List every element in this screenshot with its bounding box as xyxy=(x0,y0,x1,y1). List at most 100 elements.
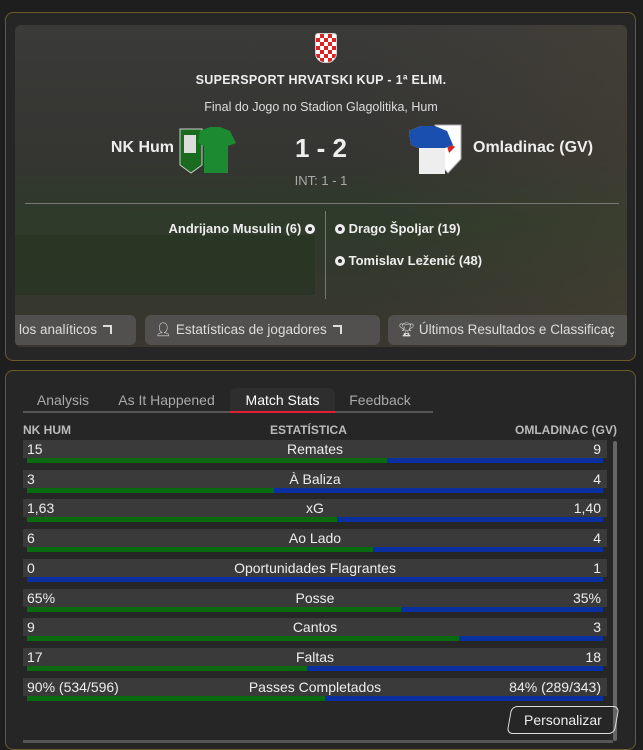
away-value: 1,40 xyxy=(573,500,601,517)
home-team-name[interactable]: NK Hum xyxy=(110,139,174,156)
player-stats-button[interactable]: 👤︎ Estatísticas de jogadores xyxy=(145,315,380,345)
divider xyxy=(325,211,326,299)
scrollbar[interactable] xyxy=(613,441,617,741)
stat-label-bar: 1,63 xG 1,40 xyxy=(23,499,607,518)
stat-label-bar: 17 Faltas 18 xyxy=(23,647,607,666)
away-value: 3 xyxy=(593,619,601,636)
away-scorer: Drago Špoljar (19) xyxy=(335,221,461,236)
stat-name: Oportunidades Flagrantes xyxy=(234,559,396,576)
comparison-bar xyxy=(27,487,603,493)
away-value: 1 xyxy=(593,559,601,576)
away-value: 4 xyxy=(593,530,601,547)
stat-name: À Baliza xyxy=(289,470,341,487)
final-score: 1 - 2 xyxy=(294,133,348,163)
stat-name: Passes Completados xyxy=(248,678,382,695)
results-standings-button[interactable]: 🏆︎ Últimos Resultados e Classificaç xyxy=(388,315,627,345)
away-kit-icon xyxy=(409,124,462,174)
stat-row: 17 Faltas 18 xyxy=(23,647,607,673)
stat-label-bar: 90% (534/596) Passes Completados 84% (289/… xyxy=(23,677,607,696)
person-icon: 👤︎ xyxy=(155,322,176,337)
tab-analysis[interactable]: Analysis xyxy=(36,392,90,408)
federation-crest-icon xyxy=(315,33,337,63)
competition-title: SUPERSPORT HRVATSKI KUP - 1ª ELIM. xyxy=(195,73,447,87)
stat-row: 3 À Baliza 4 xyxy=(23,469,607,495)
half-time-score: INT: 1 - 1 xyxy=(294,173,348,188)
stat-name: Ao Lado xyxy=(288,530,342,547)
away-value: 4 xyxy=(593,470,601,487)
match-stats-panel: Analysis As It Happened Match Stats Feed… xyxy=(5,370,636,750)
comparison-bar xyxy=(27,458,603,463)
away-value: 9 xyxy=(593,441,601,457)
home-scorer: Andrijano Musulin (6) xyxy=(168,221,315,236)
home-share-bar xyxy=(27,695,325,701)
home-share-bar xyxy=(27,458,387,463)
home-value: 6 xyxy=(27,530,35,547)
home-kit-icon xyxy=(179,127,236,174)
comparison-bar xyxy=(27,547,603,553)
home-value: 15 xyxy=(27,441,43,457)
away-value: 18 xyxy=(585,648,601,665)
goal-ball-icon xyxy=(335,256,345,266)
away-team-name[interactable]: Omladinac (GV) xyxy=(473,139,594,156)
stat-name: Faltas xyxy=(295,648,335,665)
stat-row: 0 Oportunidades Flagrantes 1 xyxy=(23,558,607,584)
comparison-bar xyxy=(27,665,603,671)
tab-feedback[interactable]: Feedback xyxy=(349,392,411,408)
customize-button[interactable]: Personalizar xyxy=(506,706,620,734)
tab-match-stats[interactable]: Match Stats xyxy=(230,388,335,413)
stat-row: 65% Posse 35% xyxy=(23,588,607,614)
stat-label-bar: 6 Ao Lado 4 xyxy=(23,529,607,548)
stat-label-bar: 0 Oportunidades Flagrantes 1 xyxy=(23,558,607,577)
home-value: 3 xyxy=(27,470,35,487)
home-value: 90% (534/596) xyxy=(27,678,119,695)
stat-label-bar: 15 Remates 9 xyxy=(23,440,607,458)
comparison-bar xyxy=(27,576,603,582)
home-value: 0 xyxy=(27,559,35,576)
comparison-bar xyxy=(27,517,603,523)
stat-name: Remates xyxy=(286,441,344,457)
home-share-bar xyxy=(27,517,337,523)
stat-name: xG xyxy=(306,500,324,517)
external-link-icon xyxy=(332,325,342,334)
stat-label-bar: 3 À Baliza 4 xyxy=(23,469,607,488)
away-scorer: Tomislav Leženić (48) xyxy=(335,253,482,268)
home-share-bar xyxy=(27,547,373,553)
stat-name: Posse xyxy=(295,589,335,606)
goal-ball-icon xyxy=(335,224,345,234)
stat-row: 9 Cantos 3 xyxy=(23,618,607,643)
stat-label-bar: 9 Cantos 3 xyxy=(23,618,607,637)
home-value: 17 xyxy=(27,648,43,665)
home-column-header: NK HUM xyxy=(23,423,71,437)
comparison-bar xyxy=(27,695,603,701)
stat-row: 1,63 xG 1,40 xyxy=(23,499,607,524)
home-share-bar xyxy=(27,636,459,642)
away-value: 35% xyxy=(572,589,601,606)
home-value: 1,63 xyxy=(27,500,55,517)
stat-row: 90% (534/596) Passes Completados 84% (289/… xyxy=(23,677,607,703)
trophy-icon: 🏆︎ xyxy=(398,322,419,337)
match-header-panel: SUPERSPORT HRVATSKI KUP - 1ª ELIM. Final… xyxy=(5,12,636,361)
tab-bar: Analysis As It Happened Match Stats Feed… xyxy=(23,388,433,413)
away-column-header: OMLADINAC (GV) xyxy=(515,423,617,437)
divider xyxy=(23,740,613,743)
home-share-bar xyxy=(27,665,307,671)
away-value: 84% (289/343) xyxy=(509,678,601,695)
goal-ball-icon xyxy=(305,224,315,234)
stat-name: Cantos xyxy=(292,619,338,636)
stat-column-header: ESTATÍSTICA xyxy=(270,423,347,437)
home-value: 65% xyxy=(27,589,56,606)
home-value: 9 xyxy=(27,619,35,636)
stat-label-bar: 65% Posse 35% xyxy=(23,588,607,607)
venue-text: Final do Jogo no Stadion Glagolitika, Hu… xyxy=(204,100,438,114)
analytics-link-button[interactable]: los analíticos xyxy=(15,315,136,345)
stat-row: 6 Ao Lado 4 xyxy=(23,529,607,554)
tab-as-it-happened[interactable]: As It Happened xyxy=(118,392,215,408)
external-link-icon xyxy=(103,325,113,334)
divider xyxy=(25,203,619,204)
home-share-bar xyxy=(27,606,402,612)
stadium-background: SUPERSPORT HRVATSKI KUP - 1ª ELIM. Final… xyxy=(15,25,627,347)
stat-row: 15 Remates 9 xyxy=(23,440,607,465)
comparison-bar xyxy=(27,606,603,612)
home-share-bar xyxy=(27,487,274,493)
comparison-bar xyxy=(27,636,603,642)
